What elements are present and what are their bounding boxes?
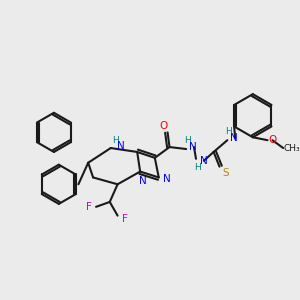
Text: F: F	[122, 214, 128, 224]
Text: N: N	[117, 141, 124, 151]
Text: O: O	[268, 135, 277, 145]
Text: O: O	[160, 121, 168, 130]
Text: F: F	[86, 202, 92, 212]
Text: CH₃: CH₃	[284, 143, 300, 152]
Text: H: H	[225, 127, 232, 136]
Text: H: H	[195, 163, 201, 172]
Text: H: H	[112, 136, 119, 145]
Text: N: N	[189, 142, 197, 152]
Text: N: N	[200, 156, 208, 166]
Text: H: H	[184, 136, 190, 145]
Text: N: N	[163, 174, 170, 184]
Text: S: S	[222, 167, 229, 178]
Text: N: N	[230, 133, 238, 143]
Text: N: N	[139, 176, 147, 186]
